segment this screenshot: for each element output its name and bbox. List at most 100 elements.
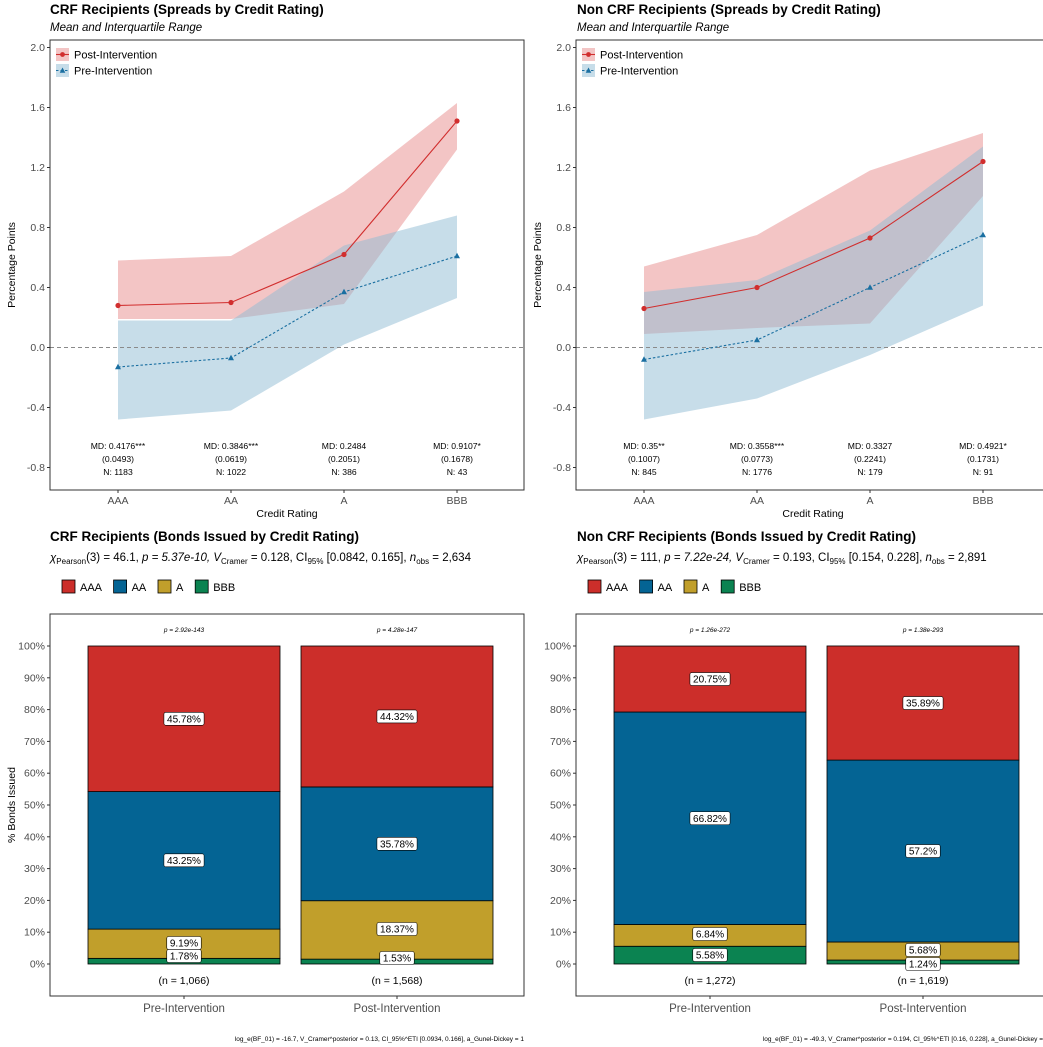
bar-pvalue: p = 2.92e-143: [163, 627, 205, 634]
panel-subtitle: Mean and Interquartile Range: [50, 22, 202, 34]
panel-subtitle: Mean and Interquartile Range: [577, 22, 729, 34]
series-line-post-intervention: [643, 161, 984, 310]
bayes-footer: log_e(BF_01) = -49.3, V_Cramer^posterior…: [763, 1036, 1043, 1043]
segment-label-box: [692, 948, 728, 962]
segment-label: 9.19%: [170, 939, 198, 950]
segment-label: 20.75%: [693, 675, 727, 686]
iqr-ribbon-pre-intervention: [118, 215, 457, 420]
x-tick-label: Post-Intervention: [354, 1003, 441, 1015]
y-tick-label: 100%: [544, 641, 571, 653]
legend-key-aaa: [587, 579, 602, 594]
annotation-md: MD: 0.4921*: [959, 441, 1007, 451]
post-point: [867, 235, 873, 241]
post-point: [641, 305, 647, 312]
segment-label: 66.82%: [693, 814, 727, 825]
statistics-subtitle: χPearson(3) = 46.1, p = 5.37e-10, VCrame…: [49, 552, 472, 566]
y-tick-label: -0.4: [553, 402, 571, 414]
y-tick-label: 1.6: [556, 102, 571, 114]
y-tick-label: 20%: [550, 895, 571, 907]
stat-part: n: [410, 552, 416, 564]
annotation-n: N: 845: [631, 467, 657, 477]
y-tick-label: 50%: [550, 800, 571, 812]
segment-label: 35.78%: [380, 839, 414, 850]
series-line-post-intervention: [117, 120, 458, 307]
segment-label-box: [905, 844, 941, 858]
segment-label: 45.78%: [167, 714, 201, 725]
x-tick-label: AAA: [107, 495, 128, 507]
annotation-se: (0.1731): [967, 454, 999, 464]
stat-part: obs: [416, 557, 429, 566]
stat-part: χ: [49, 552, 57, 564]
bayes-footer: log_e(BF_01) = -16.7, V_Cramer^posterior…: [235, 1036, 525, 1043]
stat-part: = 0.193, CI: [770, 552, 830, 564]
panel-noncrf-bonds: Non CRF Recipients (Bonds Issued by Cred…: [544, 529, 1043, 1043]
statistics-subtitle: χPearson(3) = 111, p = 7.22e-24, VCramer…: [576, 552, 987, 566]
legend-label-aa: AA: [132, 582, 147, 594]
y-tick-label: 2.0: [30, 42, 45, 54]
x-tick-label: A: [866, 495, 873, 507]
segment-label: 43.25%: [167, 856, 201, 867]
annotation-se: (0.0773): [741, 454, 773, 464]
segment-label: 57.2%: [909, 847, 937, 858]
segment-label-box: [163, 711, 205, 726]
y-tick-label: -0.8: [27, 462, 45, 474]
y-tick-label: 90%: [550, 672, 571, 684]
panel-title: CRF Recipients (Spreads by Credit Rating…: [50, 2, 324, 17]
annotation-se: (0.1007): [628, 454, 660, 464]
stat-part: [0.154, 0.228],: [846, 552, 926, 564]
y-tick-label: 0.4: [556, 282, 571, 294]
y-axis-label: % Bonds Issued: [6, 767, 18, 843]
y-tick-label: 2.0: [556, 42, 571, 54]
series-line-pre-intervention: [117, 255, 458, 368]
y-axis-label: Percentage Points: [532, 222, 544, 308]
bar-n-label: (n = 1,066): [158, 975, 209, 987]
legend-marker-pre: [585, 67, 592, 73]
y-tick-label: 90%: [24, 672, 45, 684]
segment-label: 5.58%: [696, 951, 724, 962]
y-tick-label: 10%: [24, 927, 45, 939]
segment-label: 6.84%: [696, 930, 724, 941]
stat-part: 95%: [307, 557, 323, 566]
pre-point: [454, 252, 460, 259]
stat-part: = 2,634: [429, 552, 471, 564]
y-tick-label: 30%: [550, 863, 571, 875]
legend-label-post: Post-Intervention: [600, 50, 683, 62]
x-tick-label: AA: [750, 495, 764, 507]
annotation-n: N: 386: [331, 467, 357, 477]
y-tick-label: 0%: [556, 959, 571, 971]
annotation-se: (0.2051): [328, 454, 360, 464]
post-point: [341, 251, 347, 258]
annotation-se: (0.2241): [854, 454, 886, 464]
annotation-md: MD: 0.9107*: [433, 441, 481, 451]
y-tick-label: 0.0: [556, 342, 571, 354]
x-tick-label: Pre-Intervention: [669, 1003, 751, 1015]
stat-part: Cramer: [743, 557, 770, 566]
legend-key-aa: [113, 579, 127, 594]
stat-part: Pearson: [56, 557, 86, 566]
y-tick-label: -0.4: [27, 402, 45, 414]
stat-part: 95%: [830, 557, 846, 566]
legend-label-bbb: BBB: [213, 582, 235, 594]
y-tick-label: 20%: [24, 895, 45, 907]
y-tick-label: 0%: [30, 959, 45, 971]
stat-part: Cramer: [221, 557, 248, 566]
y-tick-label: 100%: [18, 641, 45, 653]
segment-label-box: [902, 696, 944, 710]
bar-n-label: (n = 1,619): [897, 975, 948, 987]
segment-label: 1.24%: [909, 960, 937, 971]
legend-label-aaa: AAA: [606, 582, 629, 594]
legend-label-pre: Pre-Intervention: [600, 66, 678, 78]
x-axis-label: Credit Rating: [782, 508, 843, 520]
pre-point: [115, 363, 121, 370]
post-point: [454, 118, 460, 124]
segment-label-box: [376, 922, 418, 936]
segment-label: 1.53%: [383, 954, 411, 965]
stat-part: obs: [932, 557, 945, 566]
post-point: [980, 158, 986, 165]
segment-label-box: [905, 957, 941, 971]
annotation-n: N: 91: [973, 467, 994, 477]
bar-n-label: (n = 1,272): [684, 975, 735, 987]
annotation-md: MD: 0.3558***: [730, 441, 785, 451]
segment-label-box: [692, 927, 728, 941]
